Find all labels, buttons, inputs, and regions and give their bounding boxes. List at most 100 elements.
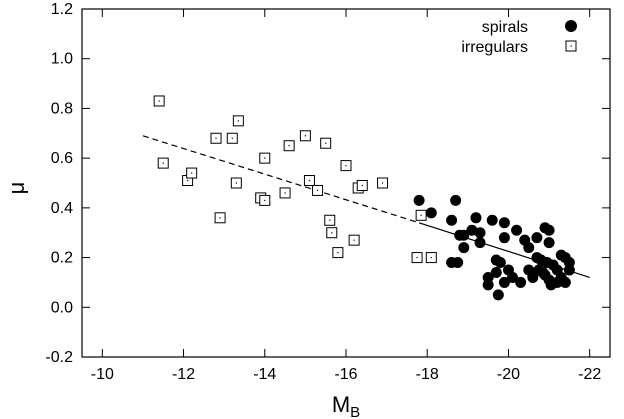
x-axis-title-main: M: [332, 392, 350, 417]
legend-label-irregulars: irregulars: [461, 39, 528, 56]
x-axis-title-subscript: B: [350, 404, 360, 419]
spiral-point: [482, 279, 494, 291]
spiral-point: [507, 271, 519, 283]
irregular-point-dot: [331, 232, 333, 234]
plot-frame: [81, 8, 611, 358]
irregular-point: [226, 132, 238, 144]
irregular-point: [320, 137, 332, 149]
spiral-point: [559, 276, 571, 288]
irregular-point-dot: [420, 214, 422, 216]
spiral-point: [492, 289, 504, 301]
x-tick-label: -20: [497, 366, 520, 383]
irregular-point-dot: [361, 184, 363, 187]
irregular-point-dot: [215, 137, 217, 139]
irregular-point-dot: [264, 199, 266, 201]
spiral-point: [474, 237, 486, 249]
irregular-point: [259, 194, 271, 206]
x-tick-label: -16: [334, 366, 357, 383]
spiral-point: [494, 257, 506, 269]
irregular-point-dot: [325, 142, 327, 144]
fit-lines: [142, 135, 590, 279]
spiral-point: [474, 227, 486, 239]
irregular-point: [232, 115, 244, 127]
legend-label-spirals: spirals: [482, 19, 528, 36]
irregular-point-dot: [381, 182, 384, 184]
spiral-point: [470, 212, 482, 224]
x-tick-label: -18: [416, 366, 439, 383]
legend: spirals irregulars: [461, 19, 577, 56]
spiral-point: [458, 242, 470, 254]
spiral-point: [527, 271, 539, 283]
spiral-point: [425, 207, 437, 219]
y-tick-label: 0.6: [51, 150, 73, 167]
irregular-point-dot: [162, 162, 164, 164]
x-axis-title: MB: [332, 392, 360, 419]
spiral-point: [531, 232, 543, 244]
irregular-point-dot: [337, 252, 339, 254]
axis-ticks: -10 -12 -14 -16 -18 -20 -22 -0.2 0.0 0.2 0.4 0.6 0.8…: [45, 1, 610, 383]
irregular-point-dot: [316, 189, 319, 192]
irregular-point-dot: [308, 179, 311, 182]
irregular-point: [299, 130, 311, 142]
legend-marker-spirals: [565, 20, 577, 32]
spiral-point: [452, 257, 464, 269]
irregular-point-dot: [235, 182, 237, 184]
spiral-point: [511, 224, 523, 236]
irregular-point: [348, 234, 360, 246]
irregular-point: [279, 187, 291, 199]
spiral-point: [450, 194, 462, 206]
spiral-point: [543, 224, 555, 236]
irregular-point-dot: [353, 239, 355, 241]
irregular-point: [303, 175, 315, 187]
legend-marker-irregulars: [565, 40, 577, 52]
irregular-point: [415, 209, 427, 221]
irregular-point-dot: [191, 172, 193, 174]
irregular-point: [214, 212, 226, 224]
irregular-point: [186, 167, 198, 179]
spiral-point: [498, 232, 510, 244]
irregular-point-dot: [430, 256, 432, 259]
irregular-point: [157, 157, 169, 169]
irregular-point-dot: [329, 219, 331, 221]
irregular-point: [332, 247, 344, 259]
irregular-point-dot: [231, 137, 233, 139]
irregular-point: [425, 252, 437, 264]
spiral-point: [563, 264, 575, 276]
y-tick-label: 0.8: [51, 100, 73, 117]
irregulars-fit-line: [142, 135, 420, 224]
irregular-point-dot: [416, 256, 418, 259]
irregular-point: [283, 140, 295, 152]
irregular-point-dot: [304, 135, 306, 137]
spiral-point: [498, 217, 510, 229]
spiral-point: [458, 229, 470, 241]
irregular-point: [210, 132, 222, 144]
x-tick-label: -22: [578, 366, 601, 383]
irregular-point-dot: [158, 100, 160, 102]
irregular-point-dot: [264, 157, 266, 159]
y-tick-label: 0.4: [51, 200, 73, 217]
irregular-point-dot: [345, 165, 347, 167]
spiral-point: [490, 266, 502, 278]
y-tick-label: -0.2: [45, 349, 73, 366]
spiral-point: [413, 194, 425, 206]
irregular-point-dot: [187, 179, 189, 182]
x-tick-label: -12: [172, 366, 195, 383]
y-tick-label: 0.0: [51, 299, 73, 316]
spiral-point: [543, 237, 555, 249]
y-axis-title: μ: [4, 182, 29, 195]
irregular-point: [356, 179, 368, 191]
data-markers: [153, 95, 575, 301]
y-tick-label: 1.0: [51, 51, 73, 68]
spiral-point: [523, 242, 535, 254]
y-tick-label: 0.2: [51, 250, 73, 267]
irregular-point: [324, 214, 336, 226]
irregular-point: [259, 152, 271, 164]
irregular-point-dot: [284, 192, 286, 194]
x-tick-label: -10: [91, 366, 114, 383]
y-tick-label: 1.2: [51, 1, 73, 18]
irregular-point: [153, 95, 165, 107]
irregular-point: [312, 184, 324, 196]
irregular-point: [340, 160, 352, 172]
spiral-point: [515, 276, 527, 288]
